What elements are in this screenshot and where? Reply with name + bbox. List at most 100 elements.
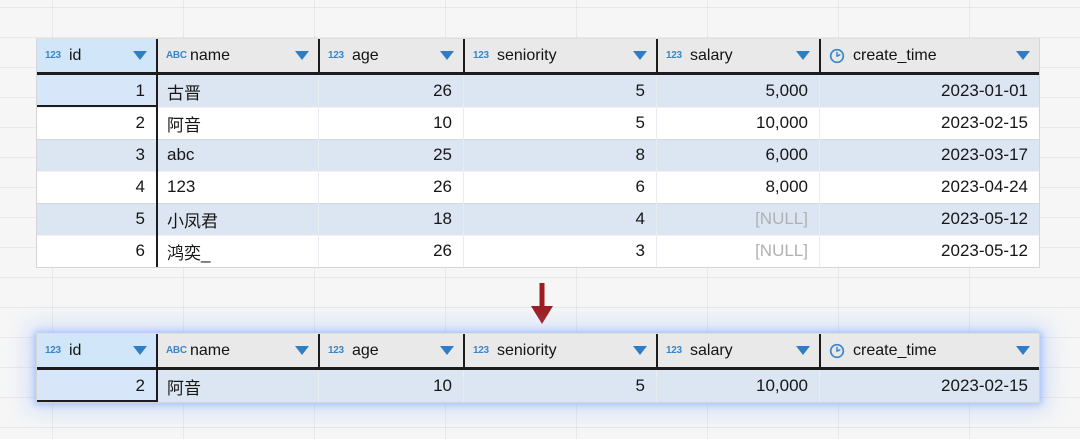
column-header-name[interactable]: ABC name <box>156 39 318 72</box>
cell-name[interactable]: abc <box>156 139 318 171</box>
number-type-icon: 123 <box>473 50 489 61</box>
column-label-seniority: seniority <box>497 341 557 359</box>
cell-seniority[interactable]: 6 <box>463 171 656 203</box>
column-header-name[interactable]: ABC name <box>156 334 318 367</box>
column-label-salary: salary <box>690 46 733 64</box>
column-header-age[interactable]: 123 age <box>318 39 463 72</box>
filter-dropdown-icon[interactable] <box>796 51 810 60</box>
cell-seniority[interactable]: 5 <box>463 75 656 107</box>
table-row: 2 阿音 10 5 10,000 2023-02-15 <box>37 370 1039 402</box>
cell-create_time[interactable]: 2023-01-01 <box>819 75 1039 107</box>
column-header-seniority[interactable]: 123 seniority <box>463 334 656 367</box>
number-type-icon: 123 <box>45 50 61 61</box>
filter-dropdown-icon[interactable] <box>440 51 454 60</box>
cell-salary[interactable]: 8,000 <box>656 171 819 203</box>
column-header-salary[interactable]: 123 salary <box>656 334 819 367</box>
column-label-name: name <box>190 341 231 359</box>
cell-id[interactable]: 2 <box>37 370 156 402</box>
cell-name[interactable]: 古晋 <box>156 75 318 107</box>
cell-id[interactable]: 4 <box>37 171 156 203</box>
filter-dropdown-icon[interactable] <box>796 346 810 355</box>
cell-create_time[interactable]: 2023-03-17 <box>819 139 1039 171</box>
filter-dropdown-icon[interactable] <box>633 346 647 355</box>
text-type-icon: ABC <box>166 50 187 61</box>
cell-seniority[interactable]: 3 <box>463 235 656 267</box>
cell-salary[interactable]: 10,000 <box>656 370 819 402</box>
cell-create_time[interactable]: 2023-02-15 <box>819 107 1039 139</box>
cell-salary[interactable]: 6,000 <box>656 139 819 171</box>
column-label-seniority: seniority <box>497 46 557 64</box>
filter-dropdown-icon[interactable] <box>133 51 147 60</box>
column-label-name: name <box>190 46 231 64</box>
column-header-seniority[interactable]: 123 seniority <box>463 39 656 72</box>
column-label-id: id <box>69 341 82 359</box>
cell-salary[interactable]: 5,000 <box>656 75 819 107</box>
column-label-age: age <box>352 341 379 359</box>
column-header-id[interactable]: 123 id <box>37 39 156 72</box>
column-label-create_time: create_time <box>853 46 937 64</box>
column-label-create_time: create_time <box>853 341 937 359</box>
cell-salary[interactable]: [NULL] <box>656 235 819 267</box>
number-type-icon: 123 <box>666 345 682 356</box>
cell-id[interactable]: 1 <box>37 75 156 107</box>
number-type-icon: 123 <box>473 345 489 356</box>
header-row: 123 id ABC name 123 age 123 seniority 123 salary c… <box>37 39 1039 75</box>
header-row: 123 id ABC name 123 age 123 seniority 123 salary c… <box>37 334 1039 370</box>
filter-dropdown-icon[interactable] <box>133 346 147 355</box>
cell-create_time[interactable]: 2023-05-12 <box>819 235 1039 267</box>
cell-name[interactable]: 鸿奕_ <box>156 235 318 267</box>
cell-age[interactable]: 25 <box>318 139 463 171</box>
cell-name[interactable]: 小凤君 <box>156 203 318 235</box>
table-row: 5 小凤君 18 4 [NULL] 2023-05-12 <box>37 203 1039 235</box>
cell-age[interactable]: 10 <box>318 107 463 139</box>
filter-dropdown-icon[interactable] <box>295 51 309 60</box>
clock-icon <box>829 343 850 359</box>
filter-dropdown-icon[interactable] <box>1016 346 1030 355</box>
table-row: 6 鸿奕_ 26 3 [NULL] 2023-05-12 <box>37 235 1039 267</box>
cell-id[interactable]: 3 <box>37 139 156 171</box>
cell-age[interactable]: 26 <box>318 171 463 203</box>
cell-age[interactable]: 18 <box>318 203 463 235</box>
cell-seniority[interactable]: 5 <box>463 370 656 402</box>
column-label-id: id <box>69 46 82 64</box>
column-header-id[interactable]: 123 id <box>37 334 156 367</box>
text-type-icon: ABC <box>166 345 187 356</box>
clock-icon <box>829 48 850 64</box>
column-header-age[interactable]: 123 age <box>318 334 463 367</box>
number-type-icon: 123 <box>328 345 344 356</box>
cell-seniority[interactable]: 8 <box>463 139 656 171</box>
column-label-age: age <box>352 46 379 64</box>
transform-arrow-icon <box>529 283 555 325</box>
cell-salary[interactable]: [NULL] <box>656 203 819 235</box>
filter-dropdown-icon[interactable] <box>1016 51 1030 60</box>
number-type-icon: 123 <box>45 345 61 356</box>
table-row: 1 古晋 26 5 5,000 2023-01-01 <box>37 75 1039 107</box>
number-type-icon: 123 <box>328 50 344 61</box>
filter-dropdown-icon[interactable] <box>295 346 309 355</box>
cell-create_time[interactable]: 2023-02-15 <box>819 370 1039 402</box>
cell-seniority[interactable]: 5 <box>463 107 656 139</box>
table-row: 4 123 26 6 8,000 2023-04-24 <box>37 171 1039 203</box>
cell-name[interactable]: 123 <box>156 171 318 203</box>
cell-id[interactable]: 6 <box>37 235 156 267</box>
cell-age[interactable]: 10 <box>318 370 463 402</box>
cell-salary[interactable]: 10,000 <box>656 107 819 139</box>
cell-name[interactable]: 阿音 <box>156 370 318 402</box>
filter-dropdown-icon[interactable] <box>633 51 647 60</box>
column-header-create_time[interactable]: create_time <box>819 334 1039 367</box>
cell-age[interactable]: 26 <box>318 235 463 267</box>
filter-dropdown-icon[interactable] <box>440 346 454 355</box>
cell-age[interactable]: 26 <box>318 75 463 107</box>
cell-seniority[interactable]: 4 <box>463 203 656 235</box>
column-header-salary[interactable]: 123 salary <box>656 39 819 72</box>
cell-create_time[interactable]: 2023-04-24 <box>819 171 1039 203</box>
table-row: 2 阿音 10 5 10,000 2023-02-15 <box>37 107 1039 139</box>
cell-id[interactable]: 5 <box>37 203 156 235</box>
cell-name[interactable]: 阿音 <box>156 107 318 139</box>
cell-create_time[interactable]: 2023-05-12 <box>819 203 1039 235</box>
cell-id[interactable]: 2 <box>37 107 156 139</box>
number-type-icon: 123 <box>666 50 682 61</box>
filtered-data-grid: 123 id ABC name 123 age 123 seniority 123 salary c… <box>36 333 1040 403</box>
column-header-create_time[interactable]: create_time <box>819 39 1039 72</box>
